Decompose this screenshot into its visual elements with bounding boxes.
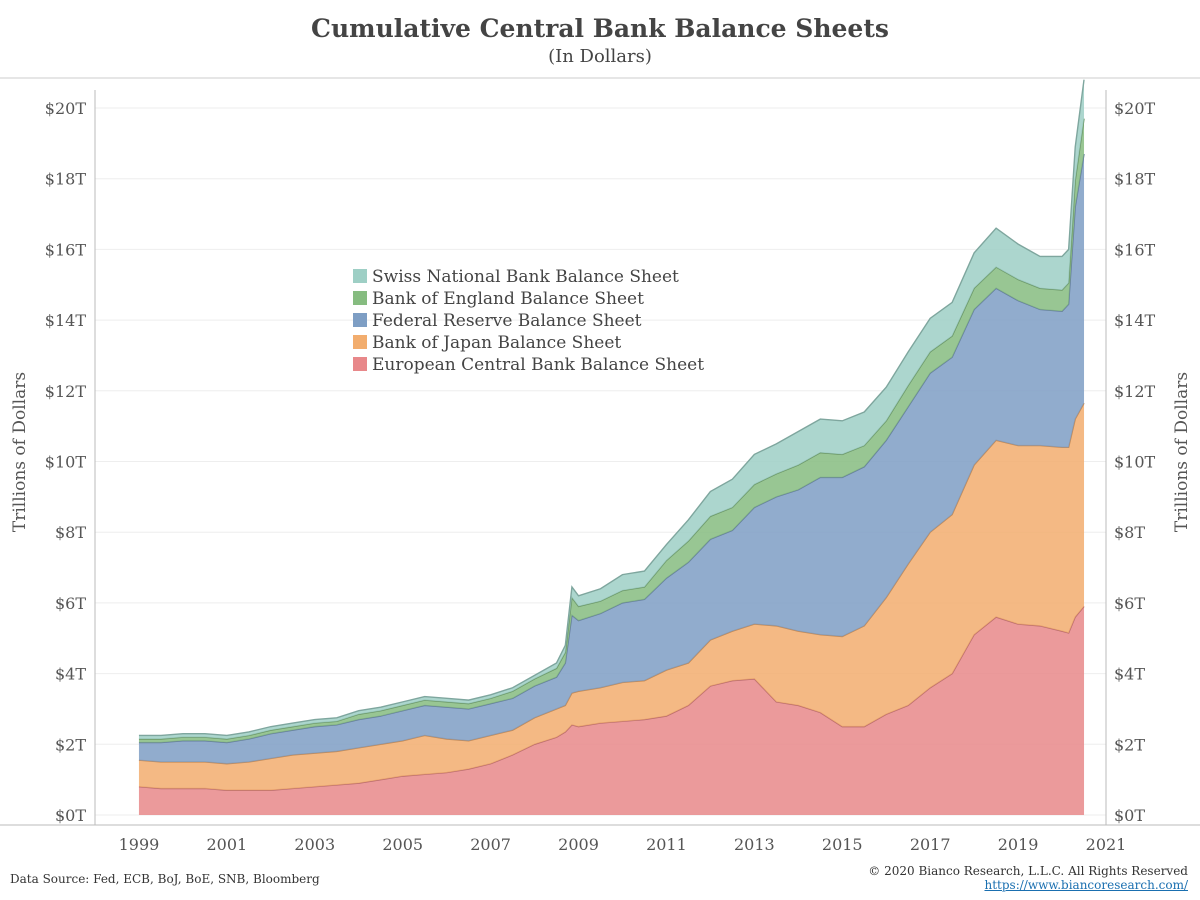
area-european-central-bank-balance-sheet bbox=[138, 606, 1085, 815]
x-tick-label: 2007 bbox=[470, 835, 511, 854]
y-tick-label-right: $14T bbox=[1114, 311, 1156, 330]
x-tick-label: 2019 bbox=[998, 835, 1039, 854]
area-swiss-national-bank-balance-sheet-line bbox=[138, 79, 1085, 737]
y-tick-label-right: $10T bbox=[1114, 453, 1156, 472]
copyright-note: © 2020 Bianco Research, L.L.C. All Right… bbox=[868, 864, 1188, 878]
x-tick-label: 2013 bbox=[734, 835, 775, 854]
y-axis-left-ticks: $0T $2T $4T $6T $8T $10T $12T $14T $16T $18T $20T bbox=[45, 99, 87, 825]
y-tick-label-left: $2T bbox=[55, 735, 86, 754]
x-tick-label: 2009 bbox=[558, 835, 599, 854]
data-source-note: Data Source: Fed, ECB, BoJ, BoE, SNB, Bl… bbox=[10, 872, 320, 886]
y-tick-label-left: $4T bbox=[55, 665, 86, 684]
y-tick-label-left: $20T bbox=[45, 99, 87, 118]
y-tick-label-right: $4T bbox=[1114, 665, 1145, 684]
y-axis-label-left: Trillions of Dollars bbox=[10, 372, 30, 532]
axes-frame bbox=[0, 77, 1200, 826]
legend-label: European Central Bank Balance Sheet bbox=[372, 355, 704, 375]
x-tick-label: 2005 bbox=[382, 835, 423, 854]
y-tick-label-right: $16T bbox=[1114, 240, 1156, 259]
stacked-areas bbox=[138, 79, 1085, 815]
x-tick-label: 1999 bbox=[119, 835, 160, 854]
y-tick-label-right: $6T bbox=[1114, 594, 1145, 613]
y-tick-label-left: $14T bbox=[45, 311, 87, 330]
legend-label: Federal Reserve Balance Sheet bbox=[372, 311, 642, 331]
y-tick-label-left: $6T bbox=[55, 594, 86, 613]
x-axis-ticks: 1999 2001 2003 2005 2007 2009 2011 2013 2015 2017… bbox=[119, 835, 1127, 854]
x-tick-label: 2011 bbox=[646, 835, 687, 854]
legend-swatch bbox=[353, 335, 367, 349]
y-tick-label-right: $12T bbox=[1114, 382, 1156, 401]
y-tick-label-right: $18T bbox=[1114, 170, 1156, 189]
y-tick-label-right: $8T bbox=[1114, 523, 1145, 542]
y-tick-label-left: $12T bbox=[45, 382, 87, 401]
chart-title: Cumulative Central Bank Balance Sheets bbox=[311, 14, 889, 43]
x-tick-label: 2003 bbox=[294, 835, 335, 854]
legend-label: Bank of England Balance Sheet bbox=[372, 289, 644, 309]
y-tick-label-right: $0T bbox=[1114, 806, 1145, 825]
legend-swatch bbox=[353, 269, 367, 283]
y-axis-right-ticks: $0T $2T $4T $6T $8T $10T $12T $14T $16T $18T $20T bbox=[1114, 99, 1156, 825]
y-tick-label-left: $18T bbox=[45, 170, 87, 189]
area-bank-of-japan-balance-sheet bbox=[138, 403, 1085, 791]
y-tick-label-left: $8T bbox=[55, 523, 86, 542]
legend-swatch bbox=[353, 291, 367, 305]
chart-subtitle: (In Dollars) bbox=[548, 46, 652, 67]
y-tick-label-left: $16T bbox=[45, 240, 87, 259]
x-tick-label: 2017 bbox=[910, 835, 951, 854]
y-tick-label-left: $0T bbox=[55, 806, 86, 825]
x-tick-label: 2021 bbox=[1086, 835, 1127, 854]
y-axis-label-right: Trillions of Dollars bbox=[1172, 372, 1192, 532]
legend-swatch bbox=[353, 313, 367, 327]
legend-label: Bank of Japan Balance Sheet bbox=[372, 333, 621, 353]
y-tick-label-right: $2T bbox=[1114, 735, 1145, 754]
website-link[interactable]: https://www.biancoresearch.com/ bbox=[984, 878, 1188, 892]
area-federal-reserve-balance-sheet bbox=[138, 153, 1085, 764]
y-tick-label-right: $20T bbox=[1114, 99, 1156, 118]
legend-label: Swiss National Bank Balance Sheet bbox=[372, 267, 679, 287]
y-tick-label-left: $10T bbox=[45, 453, 87, 472]
x-tick-label: 2001 bbox=[207, 835, 248, 854]
legend-swatch bbox=[353, 357, 367, 371]
x-tick-label: 2015 bbox=[822, 835, 863, 854]
